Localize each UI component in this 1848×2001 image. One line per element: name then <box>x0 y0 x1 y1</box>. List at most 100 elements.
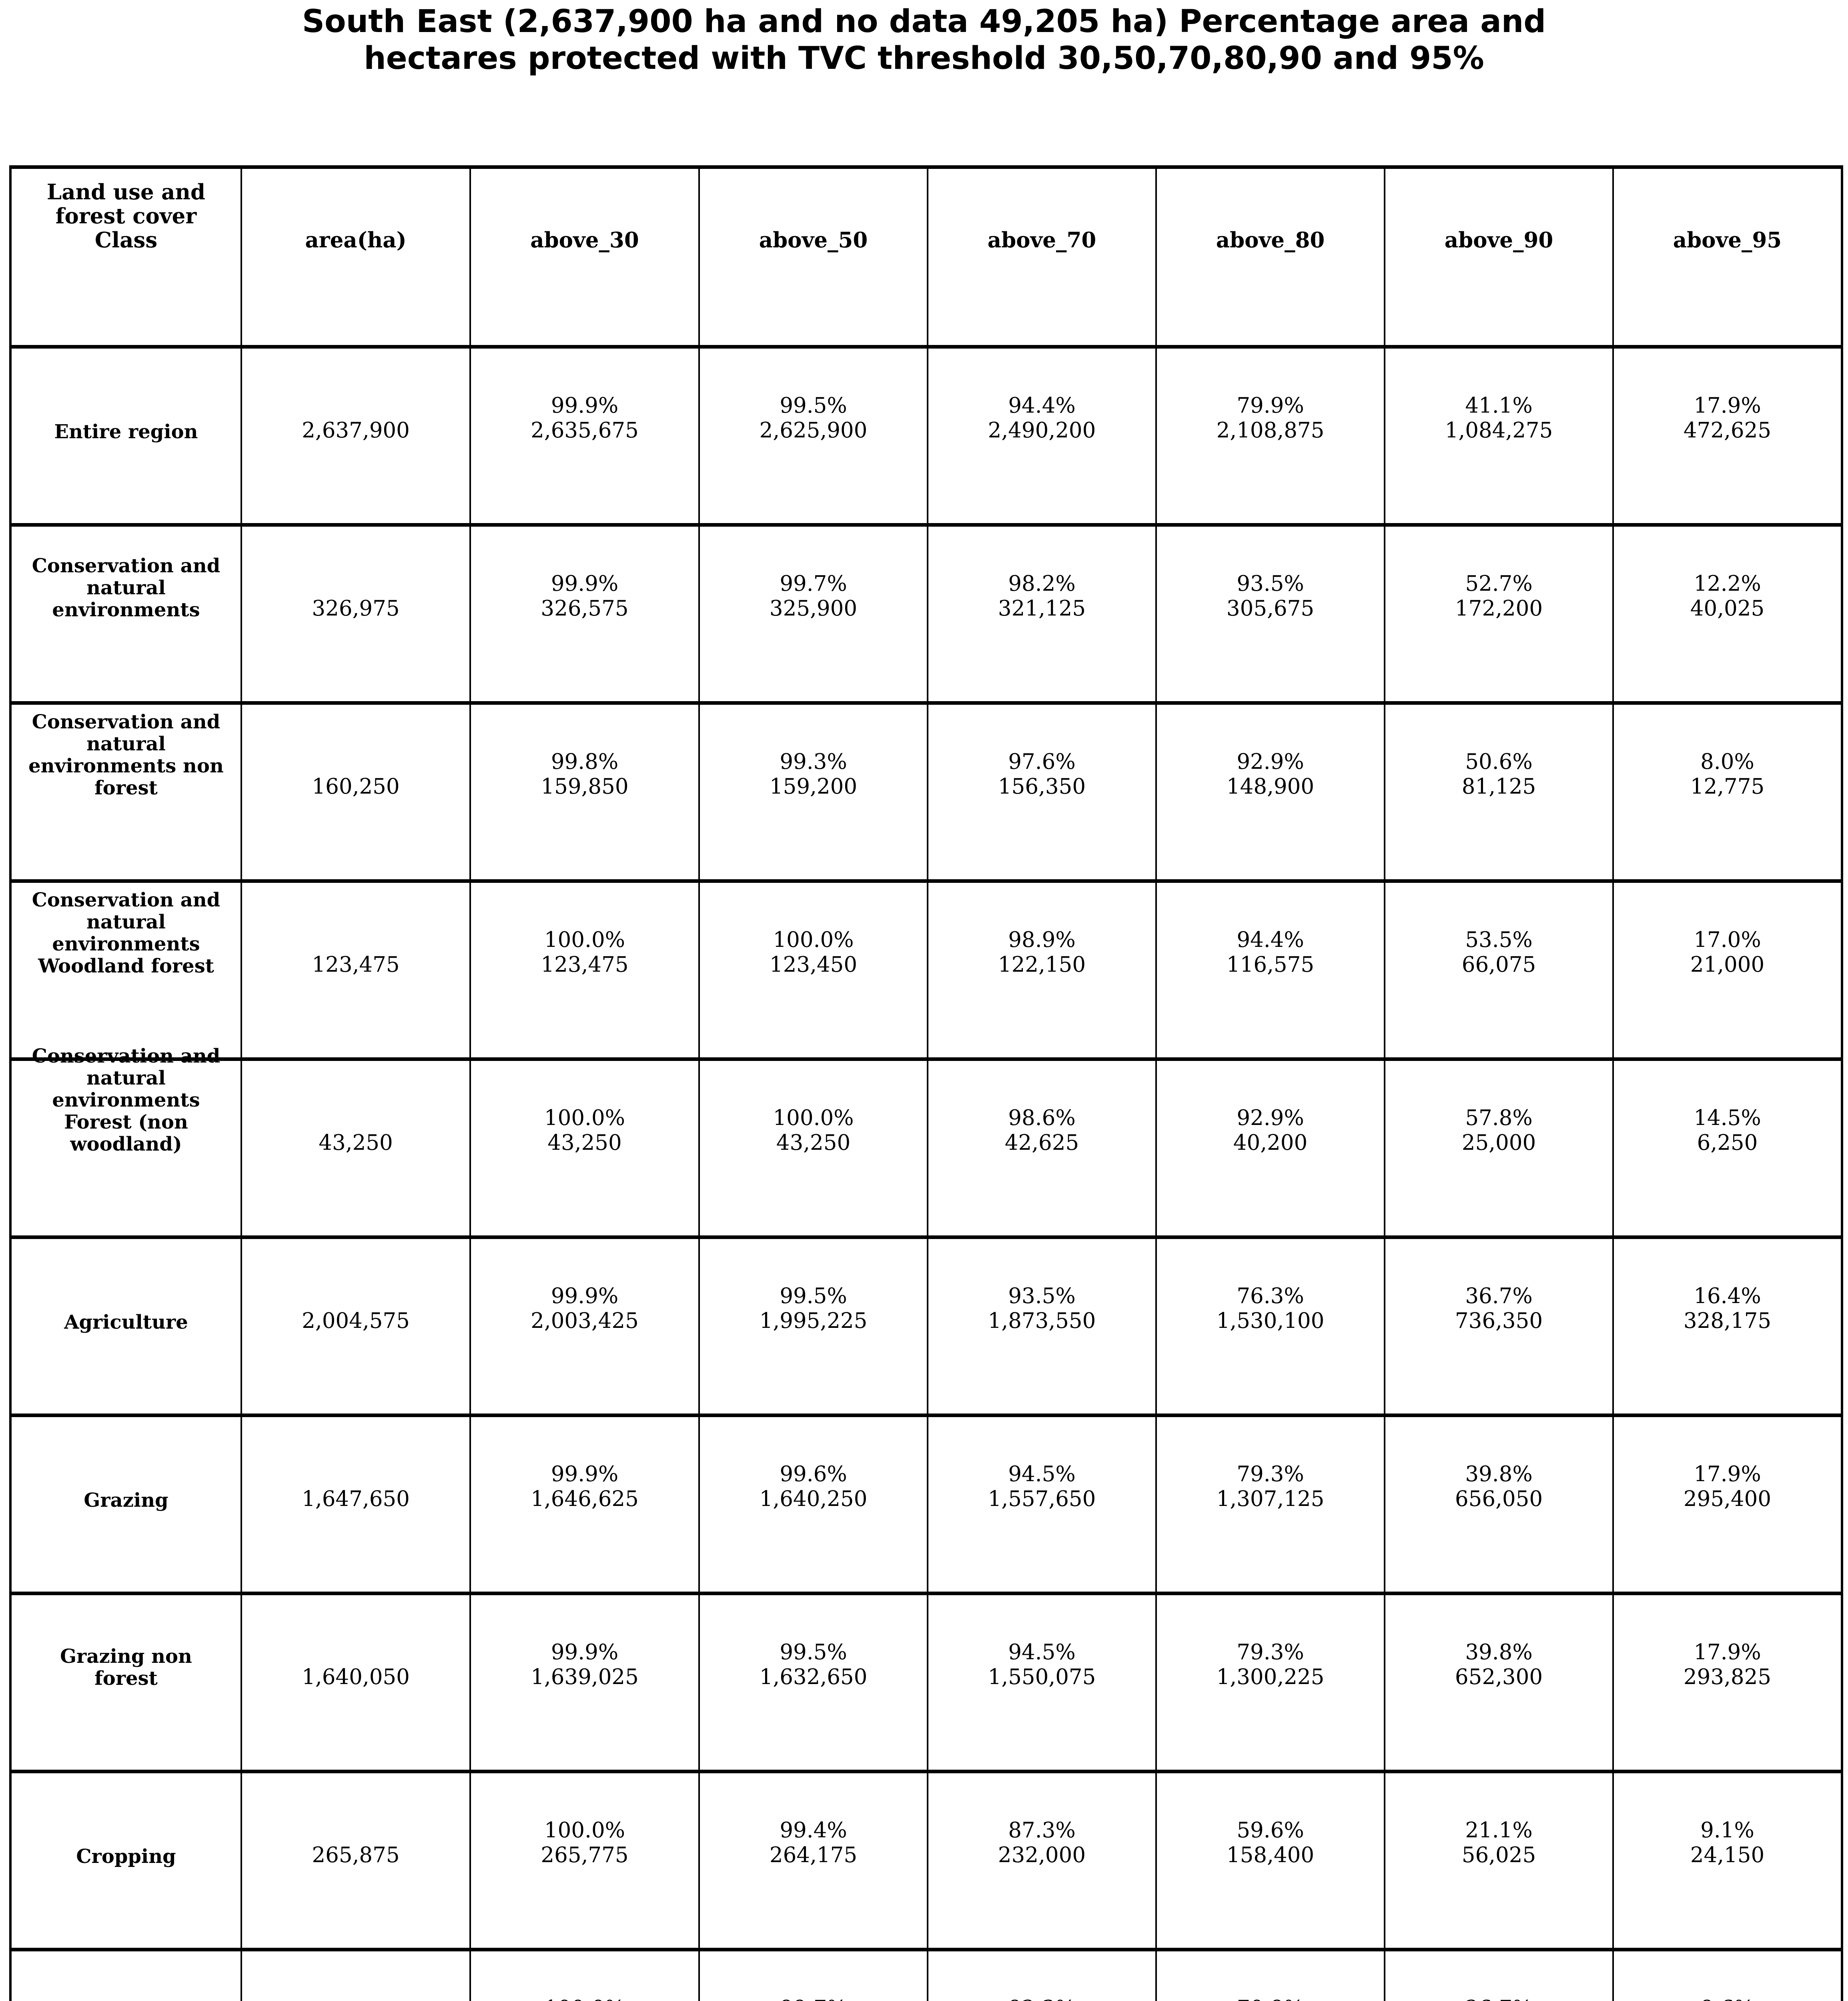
row-label: Conservation and natural environments <box>32 555 220 621</box>
table-row: Conservation and natural environments 32… <box>10 523 1843 705</box>
pct-value: 99.3% <box>780 750 847 774</box>
pct-value: 39.8% <box>1465 1462 1533 1486</box>
pct-value: 17.9% <box>1694 1462 1761 1486</box>
ha-value: 2,003,425 <box>531 1309 639 1333</box>
table-row: Grazing non forest 1,640,050 99.9% 1,639,… <box>10 1592 1843 1773</box>
pct-value: 99.8% <box>551 750 619 774</box>
area-value: 265,875 <box>312 1843 400 1867</box>
table-row: Cropping 265,875 100.0% 265,775 99.4% 264,… <box>10 1770 1843 1951</box>
pct-value: 79.3% <box>1237 1462 1304 1486</box>
pct-value: 99.5% <box>780 1640 847 1664</box>
area-value: 43,250 <box>319 1131 393 1155</box>
column-header-above-50: above_50 <box>759 228 868 253</box>
pct-value: 94.4% <box>1237 928 1304 952</box>
table-row: Grazing 1,647,650 99.9% 1,646,625 99.6% 1,… <box>10 1414 1843 1595</box>
ha-value: 1,557,650 <box>988 1487 1096 1511</box>
pct-value: 99.9% <box>551 571 619 596</box>
ha-value: 123,450 <box>769 952 858 977</box>
pct-value: 53.5% <box>1465 928 1533 952</box>
ha-value: 1,639,025 <box>531 1665 639 1689</box>
ha-value: 321,125 <box>998 596 1086 621</box>
pct-value: 98.9% <box>1008 928 1076 952</box>
pct-value: 39.8% <box>1465 1640 1533 1664</box>
pct-value: 17.0% <box>1694 928 1761 952</box>
pct-value: 17.9% <box>1694 1640 1761 1664</box>
ha-value: 305,675 <box>1226 596 1315 621</box>
ha-value: 42,625 <box>1004 1131 1079 1155</box>
pct-value: 12.2% <box>1694 571 1761 596</box>
ha-value: 2,108,875 <box>1216 418 1325 443</box>
area-value: 2,637,900 <box>302 418 410 443</box>
pct-value: 79.3% <box>1237 1640 1304 1664</box>
row-label: Cropping <box>76 1845 176 1868</box>
pct-value: 99.7% <box>700 1996 927 2001</box>
pct-value: 92.3% <box>928 1996 1155 2001</box>
pct-value: 99.9% <box>551 1462 619 1486</box>
pct-value: 99.9% <box>551 1284 619 1308</box>
ha-value: 21,000 <box>1690 952 1765 977</box>
ha-value: 40,025 <box>1690 596 1765 621</box>
row-label: Grazing <box>84 1489 168 1512</box>
pct-value: 79.9% <box>1237 393 1304 418</box>
area-value: 1,640,050 <box>302 1665 410 1689</box>
ha-value: 159,850 <box>541 774 629 799</box>
table-row: Conservation and natural environments Wo… <box>10 879 1843 1061</box>
ha-value: 656,050 <box>1455 1487 1543 1511</box>
pct-value: 98.6% <box>1008 1106 1076 1130</box>
pct-value: 9.6% <box>1614 1996 1841 2001</box>
ha-value: 156,350 <box>998 774 1086 799</box>
pct-value: 41.1% <box>1465 393 1533 418</box>
column-header-landuse: Land use and forest cover Class <box>46 180 206 253</box>
pct-value: 100.0% <box>471 1996 698 2001</box>
pct-value: 99.6% <box>780 1462 847 1486</box>
pct-value: 93.5% <box>1237 571 1304 596</box>
ha-value: 1,640,250 <box>759 1487 868 1511</box>
pct-value: 94.5% <box>1008 1462 1076 1486</box>
column-header-above-70: above_70 <box>987 228 1096 253</box>
ha-value: 116,575 <box>1226 952 1315 977</box>
ha-value: 293,825 <box>1683 1665 1772 1689</box>
ha-value: 325,900 <box>769 596 858 621</box>
pct-value: 76.3% <box>1237 1284 1304 1308</box>
pct-value: 100.0% <box>773 928 854 952</box>
pct-value: 97.6% <box>1008 750 1076 774</box>
pct-value: 36.7% <box>1465 1284 1533 1308</box>
ha-value: 1,307,125 <box>1216 1487 1325 1511</box>
column-header-above-95: above_95 <box>1673 228 1782 253</box>
area-value: 1,647,650 <box>302 1487 410 1511</box>
ha-value: 295,400 <box>1683 1487 1772 1511</box>
row-label: Entire region <box>54 421 198 443</box>
pct-value: 94.5% <box>1008 1640 1076 1664</box>
area-value: 160,250 <box>312 774 400 799</box>
row-label: Conservation and natural environments no… <box>28 711 224 799</box>
pct-value: 94.4% <box>1008 393 1076 418</box>
pct-value: 100.0% <box>544 928 625 952</box>
ha-value: 1,530,100 <box>1216 1309 1325 1333</box>
pct-value: 59.6% <box>1237 1818 1304 1843</box>
page-title-line1: South East (2,637,900 ha and no data 49,… <box>302 4 1546 40</box>
row-label: Conservation and natural environments Fo… <box>32 1045 220 1155</box>
ha-value: 24,150 <box>1690 1843 1765 1867</box>
ha-value: 148,900 <box>1226 774 1315 799</box>
pct-value: 21.1% <box>1465 1818 1533 1843</box>
ha-value: 43,250 <box>547 1131 622 1155</box>
ha-value: 472,625 <box>1683 418 1772 443</box>
ha-value: 328,175 <box>1683 1309 1772 1333</box>
pct-value: 17.9% <box>1694 393 1761 418</box>
ha-value: 1,873,550 <box>988 1309 1096 1333</box>
ha-value: 736,350 <box>1455 1309 1543 1333</box>
pct-value: 92.9% <box>1237 1106 1304 1130</box>
ha-value: 1,550,075 <box>988 1665 1096 1689</box>
ha-value: 2,490,200 <box>988 418 1096 443</box>
pct-value: 26.7% <box>1385 1996 1612 2001</box>
pct-value: 99.9% <box>551 393 619 418</box>
ha-value: 122,150 <box>998 952 1086 977</box>
ha-value: 1,632,650 <box>759 1665 868 1689</box>
pct-value: 8.0% <box>1700 750 1754 774</box>
area-value: 123,475 <box>312 952 400 977</box>
pct-value: 98.2% <box>1008 571 1076 596</box>
row-label: Agriculture <box>64 1311 188 1333</box>
pct-value: 70.9% <box>1157 1996 1384 2001</box>
ha-value: 172,200 <box>1455 596 1543 621</box>
ha-value: 158,400 <box>1226 1843 1315 1867</box>
